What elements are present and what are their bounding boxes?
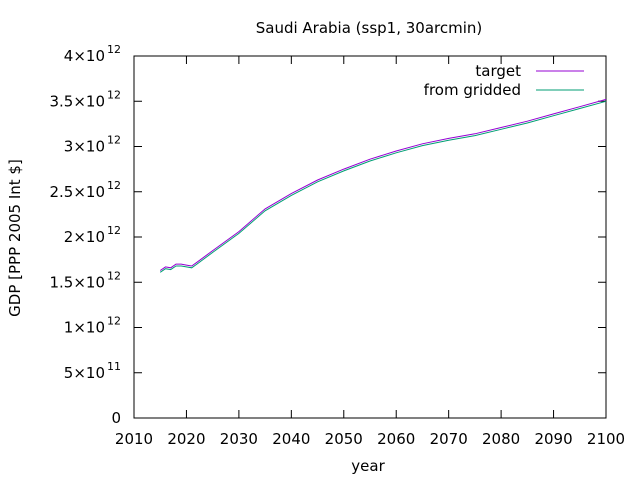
x-axis-ticks: 2010 2020 2030 2040 2050 2060 2070 2080 2090 2100 — [115, 56, 625, 448]
y-tick-exponent: 11 — [107, 360, 121, 373]
y-axis-ticks: 05×10 111×10 121.5×10 122×10 122.5×10 123×10 1… — [49, 43, 606, 427]
x-tick-label: 2050 — [325, 430, 363, 448]
y-tick-mantissa: 5×10 — [64, 364, 105, 382]
y-tick-label: 1×10 12 — [64, 315, 121, 337]
y-tick-exponent: 12 — [107, 315, 121, 328]
y-tick-exponent: 12 — [107, 88, 121, 101]
y-tick-exponent: 12 — [107, 134, 121, 147]
x-tick-label: 2090 — [534, 430, 572, 448]
y-tick-mantissa: 3.5×10 — [49, 92, 105, 110]
x-tick-label: 2100 — [587, 430, 625, 448]
y-tick-label: 2.5×10 12 — [49, 179, 121, 201]
x-axis-label: year — [351, 457, 385, 475]
x-tick-label: 2030 — [220, 430, 258, 448]
series-layer — [159, 98, 607, 273]
y-tick-label: 1.5×10 12 — [49, 269, 121, 291]
x-tick-label: 2020 — [167, 430, 205, 448]
chart-title: Saudi Arabia (ssp1, 30arcmin) — [256, 19, 483, 37]
y-tick-mantissa: 4×10 — [64, 47, 105, 65]
y-tick-label: 2×10 12 — [64, 224, 121, 246]
series-line-1 — [159, 100, 607, 273]
y-tick-exponent: 12 — [107, 179, 121, 192]
y-tick-label: 5×10 11 — [64, 360, 121, 382]
y-tick-mantissa: 0 — [111, 409, 121, 427]
y-tick-exponent: 12 — [107, 224, 121, 237]
x-tick-label: 2040 — [272, 430, 310, 448]
y-tick-label: 3×10 12 — [64, 134, 121, 156]
x-tick-label: 2010 — [115, 430, 153, 448]
y-tick-mantissa: 2×10 — [64, 228, 105, 246]
y-tick-label: 3.5×10 12 — [49, 88, 121, 110]
x-tick-label: 2080 — [482, 430, 520, 448]
legend-label-0: target — [475, 62, 521, 80]
legend-label-1: from gridded — [424, 81, 521, 99]
y-tick-label: 0 — [111, 409, 121, 427]
x-tick-label: 2060 — [377, 430, 415, 448]
y-tick-mantissa: 1.5×10 — [49, 273, 105, 291]
series-line-0 — [159, 98, 607, 271]
y-tick-exponent: 12 — [107, 269, 121, 282]
y-tick-label: 4×10 12 — [64, 43, 121, 65]
y-axis-label: GDP [PPP 2005 Int $] — [6, 159, 24, 317]
y-tick-mantissa: 3×10 — [64, 138, 105, 156]
plot-frame — [133, 55, 607, 419]
y-tick-exponent: 12 — [107, 43, 121, 56]
y-tick-mantissa: 2.5×10 — [49, 183, 105, 201]
y-tick-mantissa: 1×10 — [64, 319, 105, 337]
x-tick-label: 2070 — [430, 430, 468, 448]
